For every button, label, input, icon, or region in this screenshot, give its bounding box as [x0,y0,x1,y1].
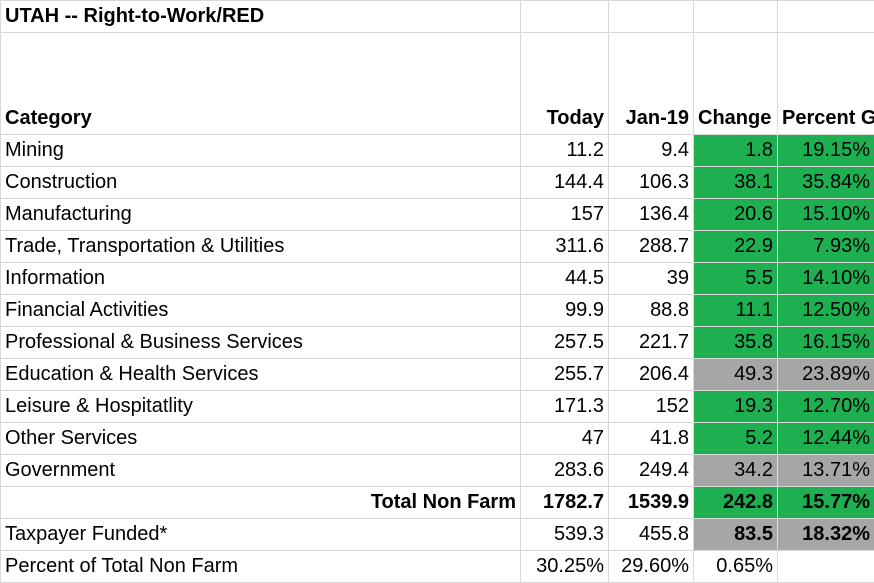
total-jan19[interactable]: 1539.9 [609,487,694,519]
row-today[interactable]: 283.6 [521,455,609,487]
row-jan19[interactable]: 206.4 [609,359,694,391]
row-change[interactable]: 49.3 [694,359,778,391]
row-today[interactable]: 171.3 [521,391,609,423]
row-change[interactable]: 22.9 [694,231,778,263]
row-jan19[interactable]: 221.7 [609,327,694,359]
row-percent[interactable]: 13.71% [778,455,874,487]
empty-cell[interactable] [609,1,694,33]
row-percent[interactable]: 12.50% [778,295,874,327]
total-row: Total Non Farm 1782.7 1539.9 242.8 15.77… [1,487,874,519]
row-percent[interactable]: 14.10% [778,263,874,295]
percent-total-row: Percent of Total Non Farm 30.25% 29.60% … [1,551,874,583]
row-category[interactable]: Mining [1,135,521,167]
row-category[interactable]: Information [1,263,521,295]
row-category[interactable]: Other Services [1,423,521,455]
header-jan19[interactable]: Jan-19 [609,33,694,135]
row-percent[interactable]: 12.44% [778,423,874,455]
row-today[interactable]: 144.4 [521,167,609,199]
row-category[interactable]: Construction [1,167,521,199]
row-change[interactable]: 11.1 [694,295,778,327]
row-percent[interactable]: 23.89% [778,359,874,391]
header-percent[interactable]: Percent Gain or Lost [778,33,874,135]
row-change[interactable]: 5.5 [694,263,778,295]
row-jan19[interactable]: 249.4 [609,455,694,487]
row-percent[interactable]: 7.93% [778,231,874,263]
empty-cell[interactable] [521,1,609,33]
row-category[interactable]: Manufacturing [1,199,521,231]
row-category[interactable]: Government [1,455,521,487]
header-category[interactable]: Category [1,33,521,135]
row-category[interactable]: Trade, Transportation & Utilities [1,231,521,263]
row-category[interactable]: Leisure & Hospitatlity [1,391,521,423]
taxpayer-today[interactable]: 539.3 [521,519,609,551]
row-category[interactable]: Professional & Business Services [1,327,521,359]
row-change[interactable]: 19.3 [694,391,778,423]
row-percent[interactable]: 16.15% [778,327,874,359]
row-today[interactable]: 255.7 [521,359,609,391]
row-today[interactable]: 44.5 [521,263,609,295]
title-row: UTAH -- Right-to-Work/RED [1,1,874,33]
row-change[interactable]: 38.1 [694,167,778,199]
row-jan19[interactable]: 39 [609,263,694,295]
row-today[interactable]: 99.9 [521,295,609,327]
row-jan19[interactable]: 41.8 [609,423,694,455]
header-today[interactable]: Today [521,33,609,135]
header-change[interactable]: Change [694,33,778,135]
row-jan19[interactable]: 106.3 [609,167,694,199]
row-change[interactable]: 34.2 [694,455,778,487]
row-category[interactable]: Education & Health Services [1,359,521,391]
taxpayer-change[interactable]: 83.5 [694,519,778,551]
taxpayer-label[interactable]: Taxpayer Funded* [1,519,521,551]
row-today[interactable]: 47 [521,423,609,455]
empty-cell[interactable] [778,1,874,33]
row-change[interactable]: 1.8 [694,135,778,167]
row-percent[interactable]: 15.10% [778,199,874,231]
total-percent[interactable]: 15.77% [778,487,874,519]
row-today[interactable]: 311.6 [521,231,609,263]
taxpayer-jan19[interactable]: 455.8 [609,519,694,551]
percent-total-jan19[interactable]: 29.60% [609,551,694,583]
row-jan19[interactable]: 152 [609,391,694,423]
total-today[interactable]: 1782.7 [521,487,609,519]
total-change[interactable]: 242.8 [694,487,778,519]
row-today[interactable]: 257.5 [521,327,609,359]
row-jan19[interactable]: 288.7 [609,231,694,263]
row-change[interactable]: 35.8 [694,327,778,359]
empty-cell[interactable] [694,1,778,33]
row-change[interactable]: 20.6 [694,199,778,231]
taxpayer-percent[interactable]: 18.32% [778,519,874,551]
percent-total-change[interactable]: 0.65% [694,551,778,583]
row-change[interactable]: 5.2 [694,423,778,455]
sheet-title[interactable]: UTAH -- Right-to-Work/RED [1,1,521,33]
row-jan19[interactable]: 88.8 [609,295,694,327]
row-jan19[interactable]: 136.4 [609,199,694,231]
percent-total-label[interactable]: Percent of Total Non Farm [1,551,521,583]
percent-total-today[interactable]: 30.25% [521,551,609,583]
row-percent[interactable]: 12.70% [778,391,874,423]
row-percent[interactable]: 35.84% [778,167,874,199]
taxpayer-row: Taxpayer Funded* 539.3 455.8 83.5 18.32% [1,519,874,551]
header-row: Category Today Jan-19 Change Percent Gai… [1,33,874,135]
row-category[interactable]: Financial Activities [1,295,521,327]
row-jan19[interactable]: 9.4 [609,135,694,167]
row-today[interactable]: 157 [521,199,609,231]
total-label[interactable]: Total Non Farm [1,487,521,519]
row-today[interactable]: 11.2 [521,135,609,167]
percent-total-percent[interactable] [778,551,874,583]
row-percent[interactable]: 19.15% [778,135,874,167]
